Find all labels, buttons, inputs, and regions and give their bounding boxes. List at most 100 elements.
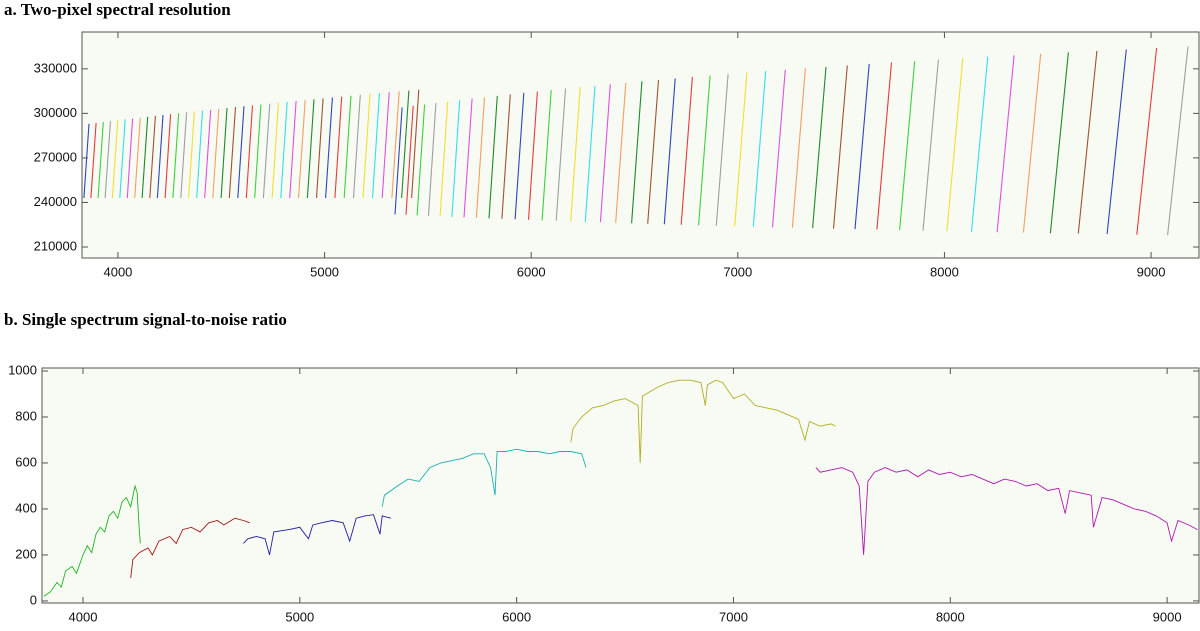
series-line	[371, 92, 381, 199]
series-line	[352, 94, 361, 199]
series-line	[970, 56, 989, 232]
y-tick-label: 300000	[34, 105, 77, 120]
x-tick-label: 4000	[103, 264, 132, 279]
series-line	[715, 74, 729, 226]
series-line	[119, 119, 126, 199]
y-tick-label: 270000	[34, 149, 77, 164]
series-line	[306, 99, 315, 199]
panel-title: b. Single spectrum signal-to-noise ratio	[4, 310, 287, 329]
series-line	[104, 121, 112, 199]
series-line	[126, 118, 134, 199]
plot-content	[43, 379, 1198, 597]
series-line	[475, 97, 486, 218]
series-line	[394, 107, 403, 215]
series-line	[876, 62, 893, 230]
series-line	[1022, 53, 1042, 233]
series-line	[698, 75, 711, 226]
series-line	[946, 58, 964, 232]
series-line	[156, 114, 164, 199]
series-line	[680, 76, 693, 225]
series-line	[996, 55, 1015, 233]
series-line	[1077, 50, 1098, 234]
series-line	[416, 104, 426, 216]
series-line	[647, 79, 660, 224]
series-line	[280, 101, 288, 199]
series-line	[631, 81, 643, 224]
series-line	[439, 101, 449, 217]
series-line	[463, 98, 473, 218]
series-line	[254, 104, 262, 199]
series-line	[405, 105, 414, 215]
x-tick-label: 9000	[1137, 264, 1166, 279]
series-line	[791, 68, 806, 228]
series-line	[172, 113, 180, 199]
plot-content	[83, 46, 1189, 236]
x-tick-label: 8000	[936, 609, 965, 624]
x-tick-label: 7000	[723, 264, 752, 279]
series-line	[570, 87, 581, 222]
series-line	[555, 88, 567, 221]
y-tick-label: 330000	[34, 60, 77, 75]
series-line	[271, 102, 280, 199]
series-line	[427, 103, 437, 216]
series-line	[812, 66, 827, 229]
series-line	[130, 517, 251, 578]
series-line	[1106, 49, 1127, 235]
x-tick-label: 8000	[930, 264, 959, 279]
series-line	[196, 110, 204, 199]
series-line	[899, 61, 916, 231]
series-line	[514, 92, 525, 220]
series-line	[854, 63, 870, 230]
y-tick-label: 800	[15, 408, 37, 423]
series-line	[90, 122, 97, 199]
series-line	[815, 467, 1198, 555]
series-line	[245, 105, 254, 199]
series-line	[297, 100, 306, 199]
series-line	[212, 108, 220, 199]
series-line	[599, 84, 611, 223]
x-tick-label: 4000	[69, 609, 98, 624]
series-line	[262, 103, 271, 199]
series-line	[1167, 46, 1189, 236]
series-line	[134, 117, 141, 199]
series-line	[541, 90, 552, 221]
series-line	[451, 100, 461, 217]
series-line	[334, 96, 343, 199]
series-line	[164, 114, 172, 199]
plot-frame	[41, 367, 1200, 604]
series-line	[922, 59, 939, 231]
series-line	[43, 484, 141, 597]
series-line	[832, 65, 848, 229]
series-line	[391, 91, 400, 199]
series-line	[362, 93, 371, 199]
series-line	[289, 100, 297, 199]
series-line	[325, 97, 333, 199]
series-line	[343, 95, 352, 199]
x-tick-label: 5000	[310, 264, 339, 279]
series-line	[97, 121, 104, 199]
series-line	[752, 71, 767, 227]
x-tick-label: 5000	[285, 609, 314, 624]
plot-frame	[81, 31, 1200, 259]
series-line	[237, 106, 245, 199]
series-line	[220, 107, 228, 199]
series-line	[243, 514, 392, 556]
y-tick-label: 1000	[8, 362, 37, 377]
series-line	[141, 116, 149, 199]
y-tick-label: 200	[15, 546, 37, 561]
plot-area	[42, 368, 1199, 603]
series-line	[584, 85, 596, 222]
series-line	[111, 120, 119, 199]
y-tick-label: 210000	[34, 238, 77, 253]
y-tick-label: 600	[15, 454, 37, 469]
series-line	[180, 112, 188, 199]
series-line	[663, 78, 676, 225]
series-line	[1136, 47, 1158, 235]
series-line	[381, 92, 390, 199]
x-tick-label: 9000	[1153, 609, 1182, 624]
series-line	[734, 72, 748, 227]
series-line	[401, 90, 410, 199]
series-line	[381, 448, 587, 507]
